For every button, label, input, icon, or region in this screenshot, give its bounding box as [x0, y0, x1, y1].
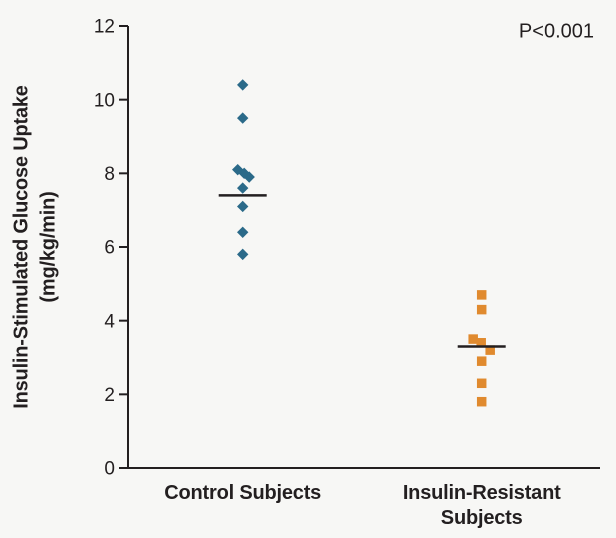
data-point-diamond	[237, 248, 249, 261]
x-category-label-ir-line1: Insulin-Resistant	[402, 482, 561, 504]
data-point-square	[485, 345, 495, 355]
data-point-square	[476, 356, 487, 366]
y-tick-label: 6	[104, 238, 115, 259]
x-category-label-insulin-resistant: Insulin-Resistant Subjects	[403, 481, 561, 531]
y-tick-label: 8	[104, 164, 115, 185]
y-axis-title-line1: Insulin-Stimulated Glucose Uptake	[10, 85, 33, 409]
data-point-square	[476, 396, 487, 407]
p-value-annotation: P<0.001	[518, 20, 594, 43]
y-tick-label: 10	[94, 90, 115, 111]
data-point-diamond	[237, 182, 249, 194]
y-tick-label: 0	[104, 459, 115, 480]
data-point-diamond	[237, 200, 249, 213]
data-point-diamond	[237, 79, 249, 91]
data-point-square	[476, 378, 487, 389]
data-point-diamond	[243, 171, 255, 183]
y-axis-title-line2: (mg/kg/min)	[37, 191, 60, 303]
x-category-label-control: Control Subjects	[164, 481, 321, 506]
data-point-square	[476, 304, 487, 315]
data-point-diamond	[237, 112, 249, 124]
data-point-square	[476, 290, 487, 300]
data-point-square	[468, 334, 478, 344]
x-category-label-ir-line2: Subjects	[440, 507, 523, 529]
data-point-square	[476, 338, 486, 348]
y-tick-label: 4	[104, 311, 115, 332]
x-category-label-control-line1: Control Subjects	[164, 482, 322, 504]
data-point-diamond	[237, 226, 249, 238]
y-tick-label: 2	[104, 385, 115, 406]
y-tick-label: 12	[94, 17, 115, 38]
